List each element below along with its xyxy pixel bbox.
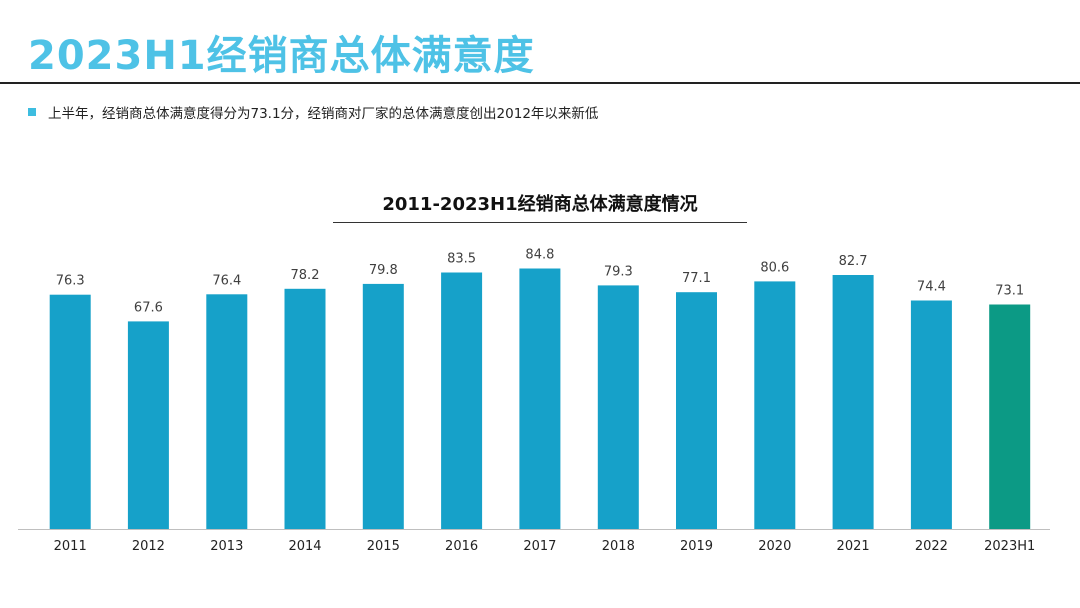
data-label-2022: 74.4 [917, 280, 946, 295]
summary-bullet: 上半年，经销商总体满意度得分为73.1分，经销商对厂家的总体满意度创出2012年… [28, 102, 598, 122]
data-label-2020: 80.6 [760, 260, 789, 275]
x-tick-label-2016: 2016 [445, 539, 478, 554]
data-label-2019: 77.1 [682, 271, 711, 286]
bar-2019 [676, 292, 717, 529]
title-divider [0, 82, 1080, 84]
page-title: 2023H1经销商总体满意度 [28, 33, 535, 79]
x-tick-label-2022: 2022 [915, 539, 948, 554]
x-tick-label-2014: 2014 [288, 539, 321, 554]
bar-2022 [910, 300, 952, 529]
x-tick-label-2020: 2020 [758, 539, 791, 554]
data-label-2021: 82.7 [839, 254, 868, 269]
summary-text: 上半年，经销商总体满意度得分为73.1分，经销商对厂家的总体满意度创出2012年… [48, 106, 599, 122]
bar-2012 [127, 321, 169, 529]
bar-2023H1 [989, 304, 1031, 529]
data-label-2013: 76.4 [212, 273, 241, 288]
x-tick-label-2012: 2012 [132, 539, 165, 554]
bar-2017 [519, 268, 561, 529]
bar-2013 [206, 294, 248, 529]
chart-title: 2011-2023H1经销商总体满意度情况 [382, 194, 698, 215]
bar-2014 [284, 288, 326, 529]
bar-2018 [597, 285, 639, 529]
data-label-2014: 78.2 [291, 268, 320, 283]
x-tick-label-2011: 2011 [54, 539, 87, 554]
data-label-2018: 79.3 [604, 264, 633, 279]
data-label-2017: 84.8 [525, 248, 554, 263]
data-label-2016: 83.5 [447, 252, 476, 267]
bar-chart: 76.3 2011 67.6 2012 76.4 2013 78.2 2014 79.8 2015… [18, 248, 1050, 554]
bar-2021 [832, 275, 874, 529]
x-tick-label-2021: 2021 [837, 539, 870, 554]
x-tick-label-2015: 2015 [367, 539, 400, 554]
x-tick-label-2017: 2017 [523, 539, 556, 554]
data-label-2011: 76.3 [56, 274, 85, 289]
bar-2016 [441, 272, 483, 529]
bar-2011 [49, 294, 91, 529]
data-label-2012: 67.6 [134, 300, 163, 315]
bullet-square-icon [28, 108, 36, 116]
bar-2020 [754, 281, 796, 529]
data-label-2015: 79.8 [369, 263, 398, 278]
x-tick-label-2013: 2013 [210, 539, 243, 554]
x-tick-label-2019: 2019 [680, 539, 713, 554]
x-tick-label-2018: 2018 [602, 539, 635, 554]
x-tick-label-2023H1: 2023H1 [984, 539, 1035, 554]
chart-title-underline [333, 222, 747, 223]
data-label-2023H1: 73.1 [995, 284, 1024, 299]
bar-2015 [362, 283, 404, 529]
